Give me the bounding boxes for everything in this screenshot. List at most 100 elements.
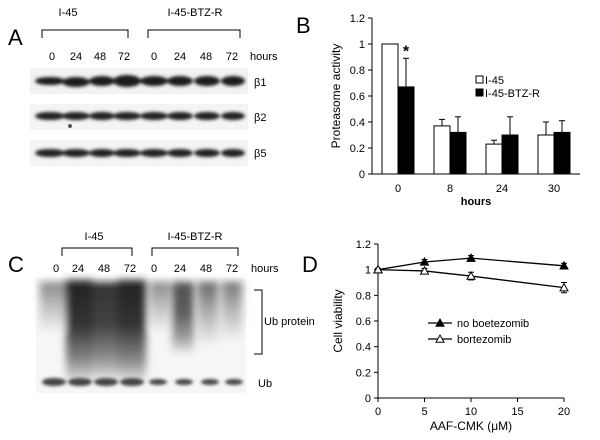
lane-label: 0 — [49, 51, 55, 63]
band-label-beta5: β5 — [254, 148, 266, 160]
cell-viability-chart: 0 0.2 0.4 0.6 0.8 1 1.2 0 5 10 15 20 Cell viability A… — [331, 239, 570, 433]
panel-a-group-2-label: I-45-BTZ-R — [168, 7, 223, 19]
legend-marker — [435, 333, 445, 343]
significance-asterisk: * — [403, 43, 410, 60]
y-tick-label: 0.6 — [350, 91, 365, 103]
y-tick-label: 0.2 — [356, 367, 371, 379]
y-tick-label: 0.8 — [356, 290, 371, 302]
bar — [449, 131, 467, 175]
panel-b: B 0 0.2 0.4 0.6 0.8 1 1.2 Proteasome activity 0 8… — [296, 13, 580, 208]
bar — [397, 86, 415, 175]
y-tick-label: 0.4 — [356, 342, 371, 354]
legend-label: I-45-BTZ-R — [485, 88, 540, 100]
data-point — [466, 253, 476, 262]
panel-c: C I-45 I-45-BTZ-R 0 24 48 72 0 24 48 72 … — [8, 231, 315, 393]
lane-label: 0 — [151, 51, 157, 63]
blot-beta2 — [30, 104, 248, 130]
legend-label: I-45 — [485, 75, 504, 87]
proteasome-activity-chart: 0 0.2 0.4 0.6 0.8 1 1.2 Proteasome activity 0 8 24… — [329, 13, 580, 208]
panel-a-group-1-bracket — [41, 29, 129, 38]
data-point — [373, 264, 383, 274]
y-axis-label: Proteasome activity — [329, 44, 343, 149]
panel-a-hours-label: hours — [250, 51, 278, 63]
bar — [485, 143, 503, 175]
panel-c-group-2-label: I-45-BTZ-R — [168, 231, 223, 243]
band-label-beta1: β1 — [254, 77, 266, 89]
panel-a-group-1-label: I-45 — [59, 7, 78, 19]
x-tick-label: 5 — [421, 406, 427, 418]
lane-label: 72 — [118, 51, 130, 63]
y-tick-label: 0.2 — [350, 143, 365, 155]
x-tick-label: 30 — [548, 183, 560, 195]
legend-swatch — [475, 75, 484, 84]
y-tick-label: 0.8 — [350, 65, 365, 77]
bar — [433, 125, 451, 175]
data-point — [419, 256, 430, 266]
bar — [501, 134, 519, 175]
ub-protein-label: Ub protein — [264, 316, 315, 328]
lane-label: 72 — [226, 263, 238, 275]
y-tick-label: 1.2 — [350, 13, 365, 25]
bar — [553, 131, 571, 175]
blot-beta1 — [30, 68, 248, 94]
panel-c-group-2-bracket — [151, 247, 239, 256]
panel-a-letter: A — [8, 25, 23, 50]
x-tick-label: 0 — [375, 406, 381, 418]
panel-c-group-1-label: I-45 — [85, 231, 104, 243]
y-tick-label: 1.2 — [356, 239, 371, 251]
lane-label: 72 — [226, 51, 238, 63]
bar — [381, 43, 399, 175]
blot-beta5 — [30, 140, 248, 166]
legend-marker — [435, 317, 445, 327]
y-tick-label: 1 — [365, 265, 371, 277]
lane-label: 72 — [124, 263, 136, 275]
lane-label: 24 — [72, 263, 84, 275]
x-tick-label: 15 — [511, 406, 523, 418]
ub-protein-bracket — [254, 289, 263, 355]
lane-label: 0 — [53, 263, 59, 275]
data-point — [559, 260, 569, 270]
y-tick-label: 1 — [359, 39, 365, 51]
lane-label: 24 — [174, 263, 186, 275]
ub-blot — [36, 278, 246, 393]
panel-c-letter: C — [8, 252, 24, 277]
y-tick-label: 0 — [365, 393, 371, 405]
panel-a-group-2-bracket — [147, 29, 241, 38]
legend-swatch — [475, 88, 484, 97]
panel-c-lane-labels: 0 24 48 72 0 24 48 72 — [53, 263, 238, 275]
x-axis-label: hours — [461, 196, 492, 208]
x-tick-label: 0 — [395, 183, 401, 195]
panel-a-lane-labels: 0 24 48 72 0 24 48 72 — [49, 51, 238, 63]
lane-label: 24 — [70, 51, 82, 63]
panel-b-letter: B — [296, 13, 311, 38]
y-axis-label: Cell viability — [331, 289, 345, 352]
panel-a: A I-45 I-45-BTZ-R 0 24 48 72 0 24 48 72 … — [8, 7, 278, 166]
y-tick-label: 0.6 — [356, 316, 371, 328]
x-tick-label: 10 — [465, 406, 477, 418]
y-tick-label: 0.4 — [350, 117, 365, 129]
series-line — [377, 269, 565, 289]
lane-label: 48 — [200, 51, 212, 63]
legend-label: bortezomib — [457, 334, 511, 346]
lane-label: 24 — [174, 51, 186, 63]
panel-d: D 0 0.2 0.4 0.6 0.8 1 1.2 0 5 10 15 20 Cell viabilit… — [302, 239, 570, 433]
y-tick-label: 0 — [359, 169, 365, 181]
lane-label: 48 — [94, 51, 106, 63]
panel-c-hours-label: hours — [251, 263, 279, 275]
data-point — [559, 282, 569, 292]
panel-d-letter: D — [302, 252, 318, 277]
data-point — [419, 265, 430, 275]
band-label-beta2: β2 — [254, 112, 266, 124]
legend-label: no boetezomib — [457, 318, 529, 330]
bar — [537, 134, 555, 175]
x-tick-label: 20 — [558, 406, 570, 418]
lane-label: 48 — [98, 263, 110, 275]
lane-label: 48 — [200, 263, 212, 275]
x-tick-label: 24 — [496, 183, 508, 195]
x-axis-label: AAF-CMK (μM) — [430, 419, 512, 433]
x-tick-label: 8 — [447, 183, 453, 195]
lane-label: 0 — [151, 263, 157, 275]
ub-label: Ub — [258, 378, 272, 390]
series-line — [377, 257, 565, 271]
